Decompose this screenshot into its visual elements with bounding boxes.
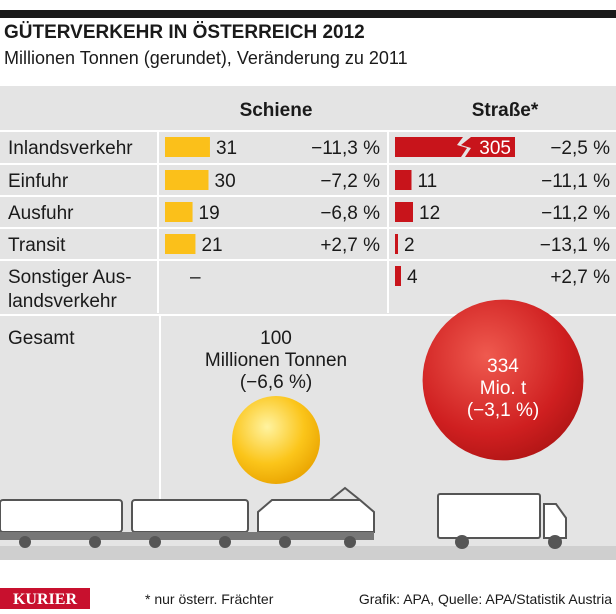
rail-change: +2,7 % <box>320 235 380 256</box>
road-change: −2,5 % <box>550 138 610 159</box>
logo-box <box>0 588 90 609</box>
source: Grafik: APA, Quelle: APA/Statistik Austr… <box>359 591 612 607</box>
road-change: −13,1 % <box>540 235 610 256</box>
rail-bar <box>165 137 210 157</box>
rail-value: 19 <box>199 203 220 224</box>
rail-change: −7,2 % <box>320 171 380 192</box>
road-value: 11 <box>418 171 438 192</box>
road-value: 12 <box>419 203 440 224</box>
row-label: Einfuhr <box>8 171 69 192</box>
rail-value: 30 <box>215 171 236 192</box>
rail-bar <box>165 202 193 222</box>
rail-total-circle <box>232 396 320 484</box>
rail-value: 21 <box>201 235 222 256</box>
footnote: * nur österr. Frächter <box>145 591 274 607</box>
rail-total-unit: Millionen Tonnen <box>205 350 347 371</box>
logo: KURIER <box>13 591 77 608</box>
road-value: 2 <box>404 235 415 256</box>
road-bar <box>395 202 413 222</box>
road-total-circle <box>422 299 584 461</box>
column-header: Schiene <box>240 100 313 121</box>
road-bar <box>395 170 412 190</box>
road-bar <box>395 137 515 157</box>
road-change: +2,7 % <box>550 267 610 288</box>
train <box>0 486 375 548</box>
row-label: Transit <box>8 235 66 256</box>
road-change: −11,2 % <box>541 203 610 224</box>
road-total-value: 334 <box>487 356 519 377</box>
top-rule <box>0 10 616 18</box>
row-label: Ausfuhr <box>8 203 74 224</box>
road-bar <box>395 266 401 286</box>
rail-value: – <box>190 267 201 288</box>
road-total-unit: Mio. t <box>480 378 527 399</box>
rail-bar <box>165 170 209 190</box>
rail-total-value: 100 <box>260 328 292 349</box>
total-label: Gesamt <box>8 328 75 349</box>
subtitle: Millionen Tonnen (gerundet), Veränderung… <box>4 48 408 68</box>
rail-change: −6,8 % <box>320 203 380 224</box>
rail-total-change: (−6,6 %) <box>240 372 312 393</box>
rail-bar <box>165 234 196 254</box>
ground <box>0 546 616 560</box>
road-bar <box>395 234 398 254</box>
row-label-line: Sonstiger Aus- <box>8 267 132 288</box>
rail-value: 31 <box>216 138 237 159</box>
title: GÜTERVERKEHR IN ÖSTERREICH 2012 <box>4 22 365 43</box>
column-header: Straße* <box>472 100 539 121</box>
road-value: 4 <box>407 267 418 288</box>
row-label: Sonstiger Aus-landsverkehr <box>8 267 132 312</box>
truck <box>437 493 567 549</box>
rail-change: −11,3 % <box>311 138 380 159</box>
road-value: 305 <box>479 138 511 159</box>
road-change: −11,1 % <box>541 171 610 192</box>
row-label: Inlandsverkehr <box>8 138 133 159</box>
road-total-change: (−3,1 %) <box>467 400 539 421</box>
row-label-line: landsverkehr <box>8 291 117 312</box>
